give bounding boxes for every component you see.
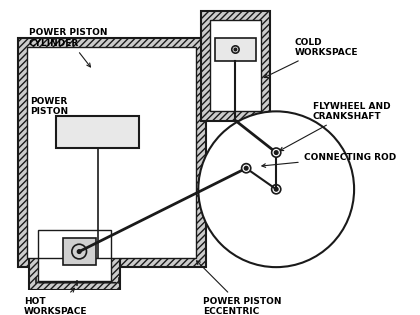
Circle shape bbox=[274, 187, 278, 191]
Circle shape bbox=[272, 148, 281, 157]
Bar bbox=[210, 20, 261, 112]
Bar bbox=[27, 47, 197, 258]
Circle shape bbox=[232, 46, 239, 53]
Circle shape bbox=[234, 48, 237, 51]
Circle shape bbox=[241, 163, 251, 173]
Bar bbox=[27, 47, 197, 258]
Text: FLYWHEEL AND
CRANKSHAFT: FLYWHEEL AND CRANKSHAFT bbox=[280, 102, 391, 151]
Circle shape bbox=[244, 166, 248, 170]
Text: POWER PISTON
ECCENTRIC: POWER PISTON ECCENTRIC bbox=[197, 261, 281, 315]
Bar bbox=[210, 20, 261, 112]
Bar bbox=[38, 231, 111, 281]
Text: COLD
WORKSPACE: COLD WORKSPACE bbox=[264, 37, 358, 77]
Circle shape bbox=[272, 185, 281, 194]
Text: CONNECTING ROD: CONNECTING ROD bbox=[262, 153, 396, 167]
Bar bbox=[63, 238, 96, 265]
Bar bbox=[56, 116, 139, 148]
Circle shape bbox=[198, 112, 354, 267]
Text: POWER PISTON
CYLINDER: POWER PISTON CYLINDER bbox=[29, 28, 107, 67]
Bar bbox=[18, 38, 206, 267]
Text: HOT
WORKSPACE: HOT WORKSPACE bbox=[24, 288, 88, 315]
Circle shape bbox=[77, 250, 81, 253]
Bar bbox=[29, 221, 121, 290]
Circle shape bbox=[274, 151, 278, 154]
Bar bbox=[38, 231, 111, 281]
Bar bbox=[201, 11, 270, 121]
Text: POWER
PISTON: POWER PISTON bbox=[31, 97, 94, 130]
Bar bbox=[215, 38, 256, 61]
